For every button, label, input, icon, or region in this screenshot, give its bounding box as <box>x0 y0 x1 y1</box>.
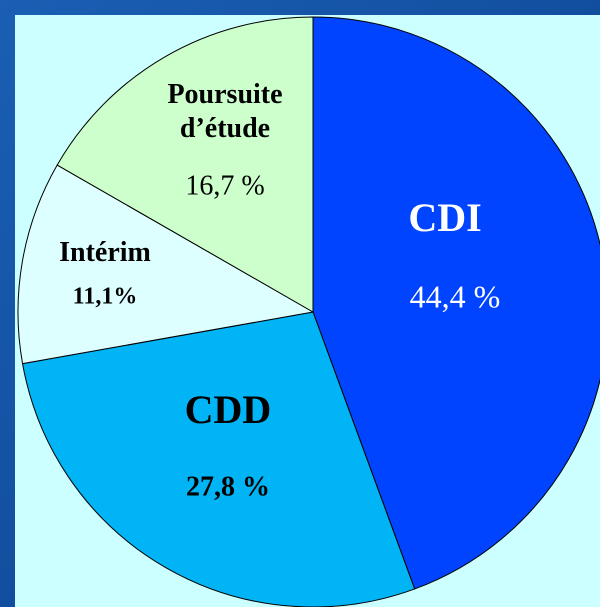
slice-label: Intérim <box>59 237 151 268</box>
slice-label: CDI <box>408 195 481 240</box>
pie-slice <box>21 311 416 608</box>
slice-label-line: d’étude <box>180 113 270 144</box>
value-label: 44,4 % <box>410 278 501 314</box>
slice-label-line: CDD <box>185 387 272 432</box>
slice-label-line: CDI <box>408 195 481 240</box>
pie-slice <box>56 16 314 313</box>
pie-slice <box>312 16 600 590</box>
slice-label-line: Poursuite <box>167 80 282 111</box>
pie <box>17 16 600 608</box>
value-label: 27,8 % <box>186 471 270 502</box>
pie-slice <box>17 164 315 365</box>
slice-label: CDD <box>185 387 272 432</box>
value-label: 11,1% <box>73 284 138 310</box>
value-label: 16,7 % <box>185 170 264 201</box>
slice-label-line: Intérim <box>59 237 151 268</box>
slice-label: Poursuite d’étude <box>167 80 282 145</box>
